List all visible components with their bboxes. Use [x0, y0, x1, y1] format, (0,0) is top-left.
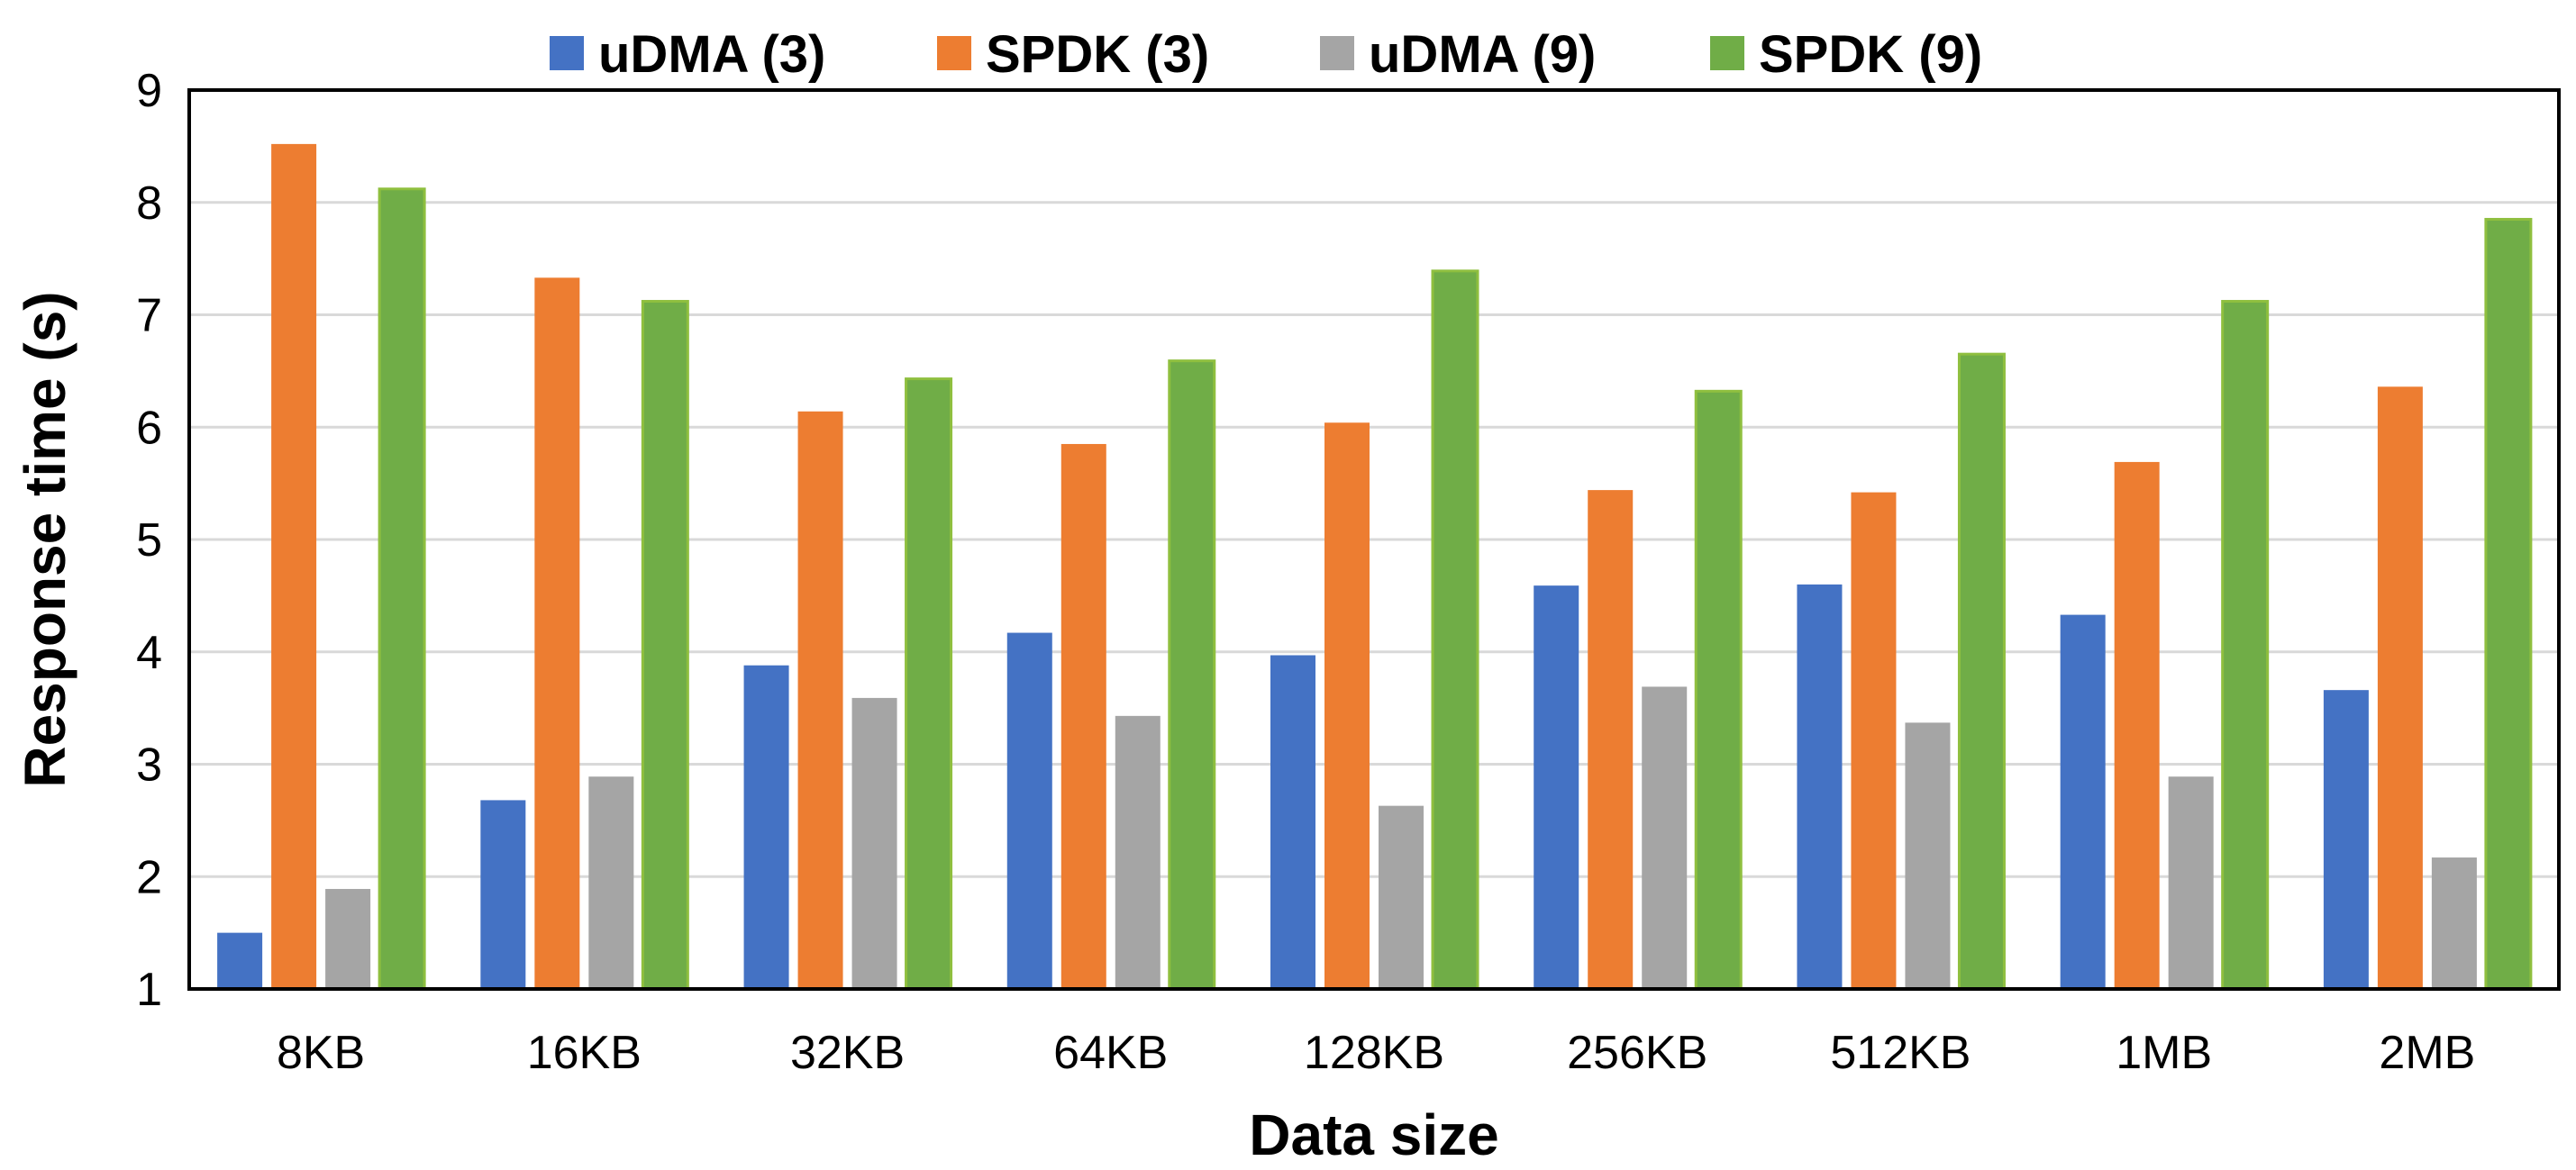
- bar-spdk-3-256kb: [1588, 490, 1634, 989]
- bar-spdk-3-1mb: [2114, 461, 2160, 989]
- bar-spdk-9-128kb: [1431, 269, 1479, 991]
- x-tick-label: 256KB: [1567, 1027, 1707, 1079]
- bar-udma-9-1mb: [2168, 776, 2214, 989]
- y-tick-label: 1: [136, 964, 162, 1016]
- bar-udma-3-128kb: [1270, 655, 1315, 989]
- bar-spdk-3-16kb: [534, 277, 580, 989]
- y-tick-label: 4: [136, 627, 162, 679]
- bar-udma-9-256kb: [1642, 686, 1688, 989]
- y-tick-label: 9: [136, 65, 162, 117]
- y-tick-label: 5: [136, 514, 162, 567]
- x-tick-label: 16KB: [527, 1027, 642, 1079]
- x-tick-label: 64KB: [1053, 1027, 1168, 1079]
- legend-swatch: [1710, 36, 1744, 70]
- x-tick-label: 2MB: [2379, 1027, 2475, 1079]
- legend-swatch: [937, 36, 971, 70]
- x-tick-label: 1MB: [2116, 1027, 2212, 1079]
- bar-udma-3-64kb: [1006, 632, 1052, 989]
- bar-udma-9-64kb: [1115, 715, 1161, 989]
- legend: uDMA (3) SPDK (3) uDMA (9) SPDK (9): [550, 25, 1982, 84]
- bar-spdk-3-128kb: [1324, 422, 1370, 989]
- x-tick-label: 512KB: [1830, 1027, 1971, 1079]
- bar-udma-3-16kb: [480, 800, 526, 989]
- bar-udma-9-2mb: [2431, 857, 2477, 989]
- bar-udma-3-1mb: [2060, 614, 2106, 989]
- y-tick-label: 8: [136, 177, 162, 230]
- bar-udma-9-128kb: [1379, 805, 1424, 989]
- bar-udma-3-256kb: [1534, 585, 1579, 989]
- bar-spdk-9-256kb: [1694, 389, 1743, 991]
- bar-udma-3-512kb: [1797, 584, 1843, 989]
- legend-label: SPDK (3): [986, 25, 1209, 84]
- y-axis-ticks: 1 2 3 4 5 6 7 8 9: [136, 65, 162, 1016]
- legend-swatch: [550, 36, 584, 70]
- legend-swatch: [1320, 36, 1354, 70]
- bar-udma-3-2mb: [2323, 690, 2369, 989]
- bar-spdk-9-2mb: [2484, 217, 2533, 991]
- x-tick-label: 32KB: [790, 1027, 905, 1079]
- bar-spdk-9-1mb: [2221, 300, 2270, 991]
- legend-label: uDMA (3): [598, 25, 825, 84]
- x-axis-title: Data size: [1249, 1102, 1498, 1167]
- x-tick-label: 8KB: [277, 1027, 365, 1079]
- y-tick-label: 7: [136, 290, 162, 342]
- bar-spdk-3-64kb: [1060, 443, 1106, 989]
- bar-udma-3-32kb: [743, 665, 789, 989]
- bar-spdk-9-32kb: [905, 377, 953, 991]
- bar-spdk-3-2mb: [2377, 386, 2423, 990]
- bar-spdk-9-64kb: [1168, 359, 1216, 991]
- bar-udma-9-16kb: [588, 776, 634, 989]
- bar-spdk-9-16kb: [641, 300, 689, 991]
- x-axis-ticks: 8KB 16KB 32KB 64KB 128KB 256KB 512KB 1MB 2MB: [277, 1027, 2475, 1079]
- bar-spdk-3-8kb: [271, 143, 317, 989]
- y-tick-label: 6: [136, 402, 162, 454]
- bar-spdk-9-512kb: [1957, 352, 2006, 991]
- bar-spdk-3-512kb: [1851, 492, 1897, 989]
- x-tick-label: 128KB: [1304, 1027, 1444, 1079]
- bar-udma-9-32kb: [851, 697, 897, 989]
- gridlines: [189, 201, 2559, 878]
- bar-spdk-3-32kb: [797, 411, 843, 989]
- bar-udma-9-8kb: [325, 888, 371, 989]
- plot-area-frame: [187, 88, 2561, 991]
- y-tick-label: 2: [136, 851, 162, 903]
- bar-udma-9-512kb: [1905, 722, 1951, 989]
- legend-label: SPDK (9): [1759, 25, 1982, 84]
- bar-udma-3-8kb: [217, 932, 263, 989]
- legend-label: uDMA (9): [1369, 25, 1596, 84]
- bar-spdk-9-8kb: [378, 187, 426, 991]
- bars: [217, 143, 2533, 991]
- y-tick-label: 3: [136, 739, 162, 792]
- y-axis-title: Response time (s): [13, 291, 77, 787]
